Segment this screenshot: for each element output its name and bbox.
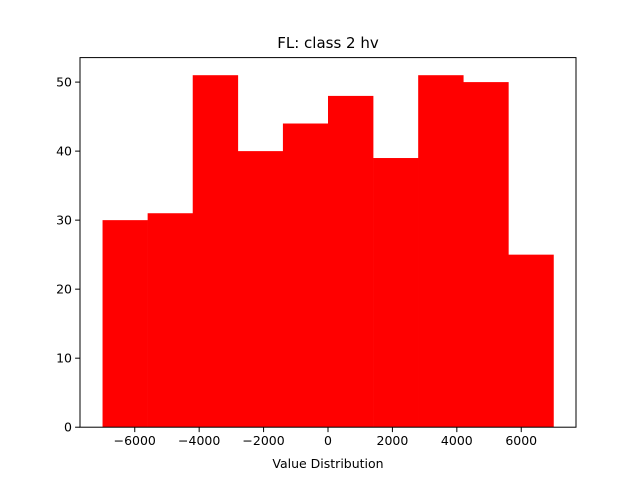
x-tick-label: −4000: [178, 433, 220, 448]
y-axis-ticks: 0 10 20 30 40 50: [56, 75, 80, 435]
histogram-bar: [282, 123, 329, 428]
x-tick-label: 4000: [441, 433, 473, 448]
histogram-bars: [102, 75, 554, 428]
histogram-bar: [418, 75, 464, 428]
histogram-bar: [192, 75, 239, 428]
x-axis-ticks: −6000 −4000 −2000 0 2000 4000 6000: [114, 427, 537, 448]
histogram-bar: [328, 95, 374, 428]
histogram-bar: [147, 213, 194, 428]
histogram-bar: [373, 158, 419, 428]
x-tick-label: 2000: [377, 433, 409, 448]
y-tick-label: 10: [56, 351, 72, 366]
histogram-bar: [102, 220, 148, 428]
y-tick-label: 30: [56, 213, 72, 228]
y-tick-label: 50: [56, 75, 72, 90]
x-tick-label: 6000: [505, 433, 537, 448]
y-tick-label: 40: [56, 144, 72, 159]
histogram-bar: [463, 82, 509, 428]
x-axis-label: Value Distribution: [272, 456, 383, 471]
histogram-bar: [508, 254, 554, 428]
chart-title: FL: class 2 hv: [277, 34, 379, 52]
x-tick-label: −2000: [242, 433, 284, 448]
y-tick-label: 20: [56, 282, 72, 297]
histogram-bar: [237, 151, 284, 428]
x-tick-label: −6000: [114, 433, 156, 448]
y-tick-label: 0: [64, 420, 72, 435]
x-tick-label: 0: [324, 433, 332, 448]
